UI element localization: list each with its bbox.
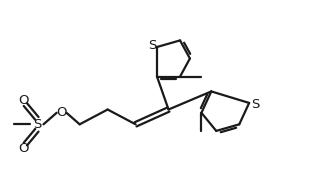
Text: O: O bbox=[56, 106, 67, 119]
Text: O: O bbox=[18, 94, 28, 107]
Text: O: O bbox=[18, 142, 28, 154]
Text: S: S bbox=[149, 39, 157, 52]
Text: S: S bbox=[33, 118, 41, 131]
Text: S: S bbox=[251, 98, 259, 111]
